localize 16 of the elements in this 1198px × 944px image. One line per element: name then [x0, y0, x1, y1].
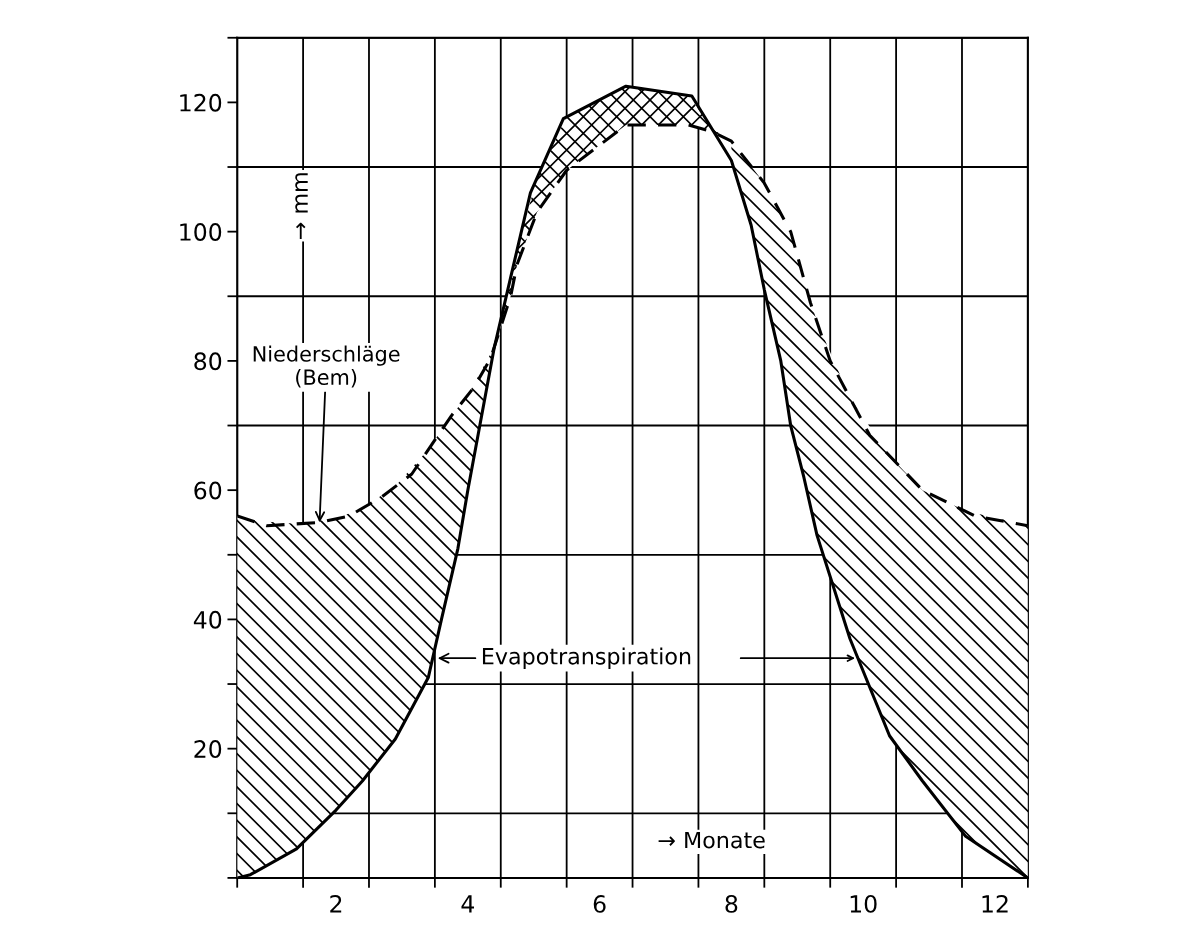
x-tick-label: 8 — [725, 895, 738, 913]
x-tick-label: 4 — [461, 895, 475, 913]
x-tick-label: 12 — [982, 895, 1008, 913]
y-tick-label: 80 — [194, 352, 222, 371]
y-axis-title: → mm — [295, 173, 308, 240]
x-axis-title: → Monate — [658, 831, 765, 849]
x-tick-label: 6 — [593, 895, 606, 913]
y-tick-label: 60 — [194, 481, 222, 500]
y-tick-label: 40 — [193, 610, 222, 629]
annotation: Evapotranspiration — [482, 647, 691, 669]
x-tick-label: 2 — [330, 895, 342, 913]
annotation: Niederschläge (Bem) — [253, 345, 400, 388]
y-tick-label: 20 — [194, 740, 222, 758]
y-tick-label: 120 — [180, 93, 222, 112]
x-tick-label: 10 — [850, 895, 877, 913]
y-tick-label: 100 — [180, 223, 222, 241]
